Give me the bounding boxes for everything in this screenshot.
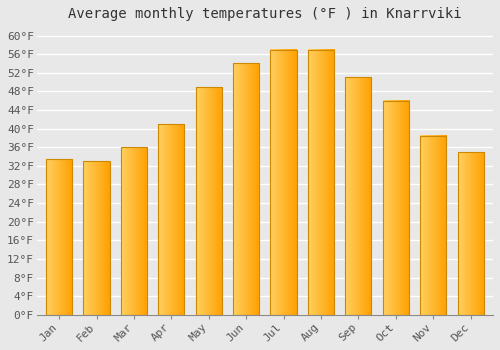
Title: Average monthly temperatures (°F ) in Knarrviki: Average monthly temperatures (°F ) in Kn… [68,7,462,21]
Bar [84,161,110,315]
Bar [121,147,147,315]
Bar [458,152,483,315]
Bar [158,124,184,315]
Bar [270,50,296,315]
Bar [346,77,372,315]
Bar [308,50,334,315]
Bar [382,101,409,315]
Bar [46,159,72,315]
Bar [420,135,446,315]
Bar [233,63,260,315]
Bar [196,87,222,315]
